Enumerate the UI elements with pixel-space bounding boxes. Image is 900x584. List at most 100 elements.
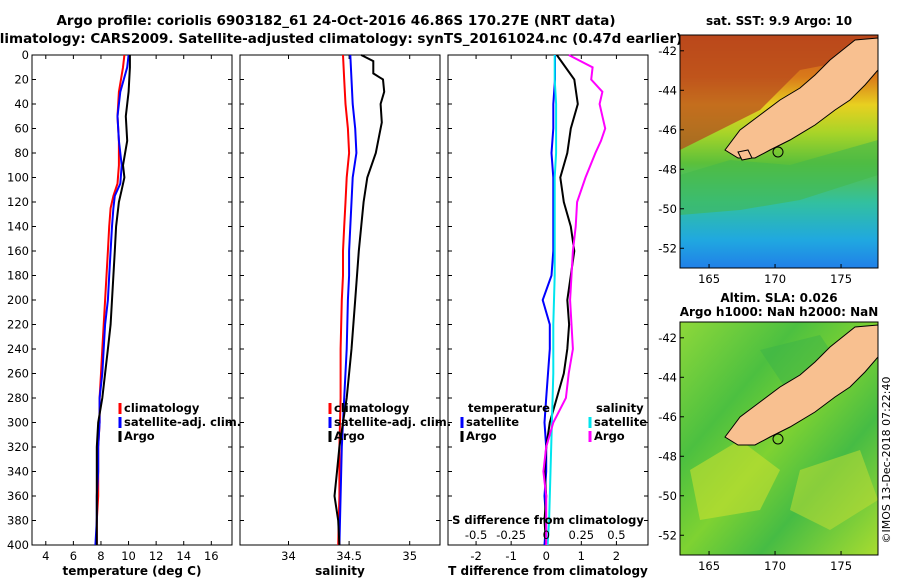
- legend-temp-satellite-label: satellite: [466, 415, 519, 429]
- panel-difference: -2 -1 0 1 2T difference from climatology S di…: [447, 54, 649, 578]
- depth-tick-label: 380: [7, 514, 29, 528]
- series-salinity-satellite: [546, 55, 558, 546]
- map-y-tick-label: -52: [658, 241, 677, 255]
- x-tick-label: 34.5: [336, 549, 362, 563]
- header-line2: Climatology: CARS2009. Satellite-adjuste…: [0, 31, 682, 47]
- legend-temp-argo-label: Argo: [466, 429, 497, 443]
- series-temperature-argo: [543, 54, 579, 546]
- depth-tick-label: 100: [7, 171, 29, 185]
- top-x-tick-label: -0.25: [496, 528, 526, 542]
- depth-tick-label: 60: [14, 122, 29, 136]
- series-argo: [95, 55, 131, 545]
- depth-tick-label: 20: [14, 73, 29, 87]
- series-climatology: [337, 54, 351, 546]
- sst-map-title: sat. SST: 9.9 Argo: 10: [706, 14, 852, 28]
- depth-tick-label: 320: [7, 440, 29, 454]
- map-y-tick-label: -50: [658, 489, 677, 503]
- legend-argo-label: Argo: [124, 429, 155, 443]
- plot-frame: [447, 54, 649, 546]
- sla-patch-a: [690, 440, 780, 520]
- legend2-satellite-label: satellite-adj. clim.: [334, 415, 451, 429]
- top-x-tick-label: 0: [543, 528, 550, 542]
- sst-float-marker: [772, 146, 784, 158]
- sla-float-marker: [772, 433, 784, 445]
- x-tick-label: 34: [281, 549, 296, 563]
- map-x-tick-label: 175: [830, 272, 852, 286]
- map-y-tick-label: -46: [658, 410, 677, 424]
- map-y-tick-label: -46: [658, 123, 677, 137]
- top-x-tick-label: 0.25: [569, 528, 595, 542]
- x-tick-label: 14: [176, 549, 191, 563]
- header-line1: Argo profile: coriolis 6903182_61 24-Oct…: [56, 13, 615, 29]
- depth-tick-label: 240: [7, 342, 29, 356]
- x-tick-label: -1: [505, 549, 516, 563]
- map-x-tick-label: 165: [698, 272, 720, 286]
- depth-tick-label: 220: [7, 318, 29, 332]
- plot-frame: [31, 54, 233, 546]
- series-salinity-argo: [542, 54, 607, 545]
- legend2-climatology-label: climatology: [334, 401, 410, 415]
- sla-land: [724, 324, 878, 446]
- legend-temp-heading: temperature: [468, 401, 550, 415]
- x-tick-label: 8: [97, 549, 104, 563]
- x-tick-label: 0: [543, 549, 550, 563]
- top-x-tick-label: 0.5: [607, 528, 625, 542]
- profile-panels: 0204060801001201401601802002202402602803…: [7, 48, 649, 578]
- x-axis-label: salinity: [315, 564, 365, 578]
- depth-tick-label: 120: [7, 195, 29, 209]
- x-tick-label: -2: [470, 549, 481, 563]
- x-tick-label: 4: [42, 549, 49, 563]
- depth-tick-label: 280: [7, 391, 29, 405]
- legend-sal-argo-label: Argo: [594, 429, 625, 443]
- series-satellite-adj-clim-: [94, 54, 130, 546]
- sst-land: [724, 37, 878, 159]
- sst-map-panel: sat. SST: 9.9 Argo: 10 165 170 175 -42 -44 -4…: [658, 14, 879, 286]
- top-x-tick-label: -0.5: [465, 528, 487, 542]
- top-axis-label: S difference from climatology: [452, 513, 644, 527]
- series-argo: [333, 54, 386, 546]
- depth-tick-label: 160: [7, 244, 29, 258]
- sla-map-title-2: Argo h1000: NaN h2000: NaN: [680, 305, 879, 319]
- sla-map-title-1: Altim. SLA: 0.026: [720, 291, 837, 305]
- sla-patch-b: [790, 450, 878, 530]
- sst-band: [680, 140, 878, 215]
- legend-satellite-label: satellite-adj. clim.: [124, 415, 241, 429]
- map-y-tick-label: -52: [658, 528, 677, 542]
- series-climatology: [95, 54, 126, 545]
- legend-sal-heading: salinity: [596, 401, 644, 415]
- series-temperature-satellite: [541, 55, 556, 546]
- x-tick-label: 12: [149, 549, 164, 563]
- x-tick-label: 6: [70, 549, 77, 563]
- depth-tick-label: 80: [14, 146, 29, 160]
- map-x-tick-label: 170: [764, 272, 786, 286]
- map-y-tick-label: -50: [658, 202, 677, 216]
- credit-text: ©IMOS 13-Dec-2018 07:22:40: [880, 377, 893, 544]
- x-tick-label: 10: [121, 549, 136, 563]
- map-x-tick-label: 165: [698, 559, 720, 573]
- x-tick-label: 16: [204, 549, 219, 563]
- depth-tick-label: 360: [7, 489, 29, 503]
- depth-tick-label: 260: [7, 367, 29, 381]
- depth-tick-label: 300: [7, 416, 29, 430]
- depth-tick-label: 200: [7, 293, 29, 307]
- legend-sal-satellite-label: satellite: [594, 415, 647, 429]
- map-y-tick-label: -44: [658, 370, 677, 384]
- map-y-tick-label: -42: [658, 331, 677, 345]
- x-axis-label: temperature (deg C): [63, 564, 202, 578]
- x-axis-label: T difference from climatology: [448, 564, 648, 578]
- depth-tick-label: 340: [7, 465, 29, 479]
- map-y-tick-label: -48: [658, 449, 677, 463]
- sst-island: [737, 149, 753, 161]
- depth-tick-label: 40: [14, 97, 29, 111]
- map-y-tick-label: -48: [658, 162, 677, 176]
- x-tick-label: 2: [613, 549, 620, 563]
- depth-tick-label: 400: [7, 538, 29, 552]
- map-x-tick-label: 170: [764, 559, 786, 573]
- depth-tick-label: 180: [7, 269, 29, 283]
- x-tick-label: 1: [578, 549, 585, 563]
- panel-salinity: 34 34.5 35 salinity: [239, 54, 441, 578]
- depth-tick-label: 140: [7, 220, 29, 234]
- map-x-tick-label: 175: [830, 559, 852, 573]
